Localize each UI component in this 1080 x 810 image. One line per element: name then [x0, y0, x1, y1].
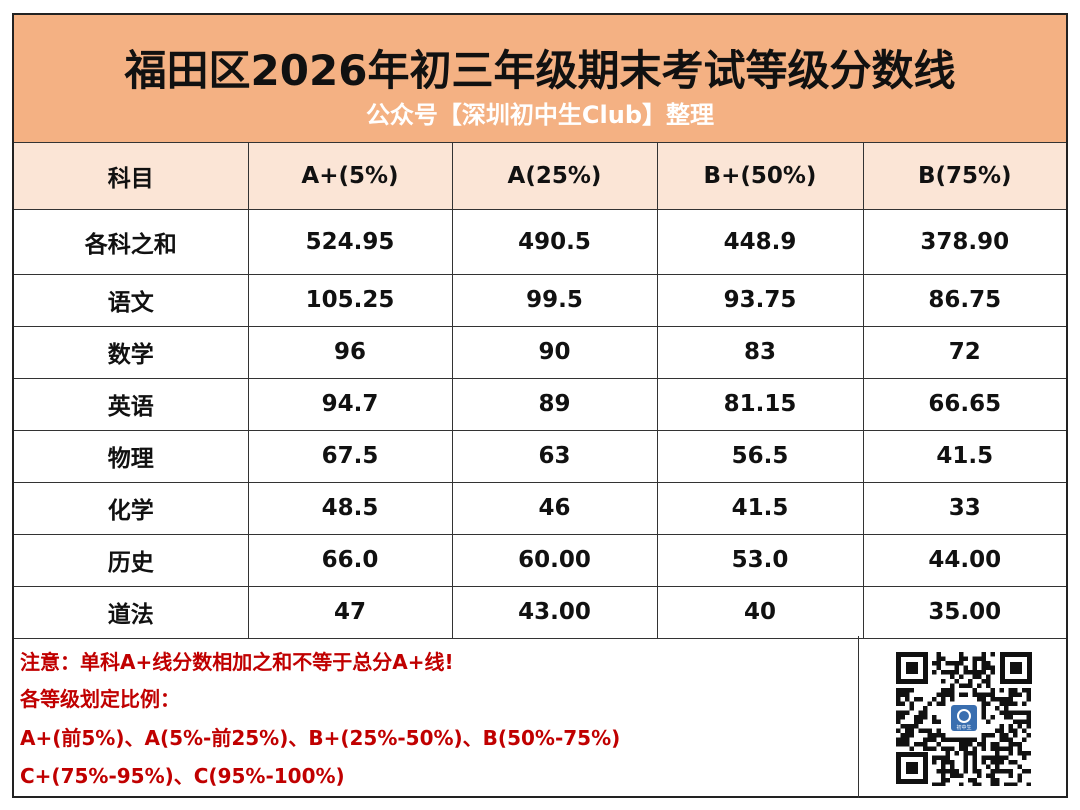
- subject-cell: 历史: [14, 533, 249, 587]
- score-cell: 99.5: [451, 273, 658, 327]
- ratio-heading: 各等级划定比例：: [20, 687, 180, 711]
- score-cell: 83: [656, 325, 864, 379]
- score-cell: 86.75: [862, 273, 1066, 327]
- table-header-row: 科目 A+(5%) A(25%) B+(50%) B(75%): [14, 143, 1066, 210]
- warning-note: 注意：单科A+线分数相加之和不等于总分A+线!: [20, 650, 454, 674]
- notes-section: 注意：单科A+线分数相加之和不等于总分A+线! 各等级划定比例： A+(前5%)…: [14, 636, 859, 798]
- score-cell: 56.5: [656, 429, 864, 483]
- score-cell: 81.15: [656, 377, 864, 431]
- score-cell: 53.0: [656, 533, 864, 587]
- score-cell: 105.25: [247, 273, 453, 327]
- column-header-a: A(25%): [451, 143, 658, 210]
- score-cell: 89: [451, 377, 658, 431]
- column-header-b: B(75%): [862, 143, 1066, 210]
- score-sheet: 福田区2026年初三年级期末考试等级分数线 公众号【深圳初中生Club】整理 科…: [12, 13, 1068, 798]
- score-cell: 60.00: [451, 533, 658, 587]
- subject-cell: 英语: [14, 377, 249, 431]
- table-row: 道法 47 43.00 40 35.00: [14, 585, 1066, 639]
- subject-cell: 数学: [14, 325, 249, 379]
- score-cell: 94.7: [247, 377, 453, 431]
- ratio-line-1: A+(前5%)、A(5%-前25%)、B+(25%-50%)、B(50%-75%…: [20, 726, 621, 750]
- score-cell: 490.5: [451, 208, 658, 275]
- score-cell: 48.5: [247, 481, 453, 535]
- score-cell: 40: [656, 585, 864, 639]
- score-cell: 47: [247, 585, 453, 639]
- score-cell: 378.90: [862, 208, 1066, 275]
- score-cell: 66.0: [247, 533, 453, 587]
- score-cell: 63: [451, 429, 658, 483]
- score-cell: 72: [862, 325, 1066, 379]
- table-row: 数学 96 90 83 72: [14, 325, 1066, 379]
- score-cell: 90: [451, 325, 658, 379]
- qr-code-icon: 初中生: [894, 650, 1034, 786]
- score-cell: 41.5: [656, 481, 864, 535]
- header-banner: 福田区2026年初三年级期末考试等级分数线 公众号【深圳初中生Club】整理: [14, 15, 1066, 143]
- column-header-a-plus: A+(5%): [247, 143, 453, 210]
- score-cell: 44.00: [862, 533, 1066, 587]
- score-cell: 41.5: [862, 429, 1066, 483]
- score-cell: 524.95: [247, 208, 453, 275]
- subject-cell: 各科之和: [14, 208, 249, 275]
- score-cell: 93.75: [656, 273, 864, 327]
- table-row: 历史 66.0 60.00 53.0 44.00: [14, 533, 1066, 587]
- table-row: 语文 105.25 99.5 93.75 86.75: [14, 273, 1066, 327]
- score-cell: 67.5: [247, 429, 453, 483]
- subject-cell: 物理: [14, 429, 249, 483]
- qr-logo-text: 初中生: [956, 724, 971, 731]
- table-row: 英语 94.7 89 81.15 66.65: [14, 377, 1066, 431]
- score-cell: 96: [247, 325, 453, 379]
- score-cell: 33: [862, 481, 1066, 535]
- score-cell: 66.65: [862, 377, 1066, 431]
- table-row: 各科之和 524.95 490.5 448.9 378.90: [14, 208, 1066, 275]
- subject-cell: 语文: [14, 273, 249, 327]
- ratio-line-2: C+(75%-95%)、C(95%-100%): [20, 764, 345, 788]
- column-header-b-plus: B+(50%): [656, 143, 864, 210]
- score-cell: 46: [451, 481, 658, 535]
- score-cell: 43.00: [451, 585, 658, 639]
- grade-table: 科目 A+(5%) A(25%) B+(50%) B(75%) 各科之和 524…: [14, 143, 1066, 639]
- column-header-subject: 科目: [14, 143, 249, 210]
- page-subtitle: 公众号【深圳初中生Club】整理: [365, 101, 715, 129]
- subject-cell: 道法: [14, 585, 249, 639]
- subject-cell: 化学: [14, 481, 249, 535]
- table-row: 物理 67.5 63 56.5 41.5: [14, 429, 1066, 483]
- score-cell: 448.9: [656, 208, 864, 275]
- score-cell: 35.00: [862, 585, 1066, 639]
- table-row: 化学 48.5 46 41.5 33: [14, 481, 1066, 535]
- qr-code-area: 初中生: [859, 636, 1066, 798]
- page-title: 福田区2026年初三年级期末考试等级分数线: [124, 46, 956, 95]
